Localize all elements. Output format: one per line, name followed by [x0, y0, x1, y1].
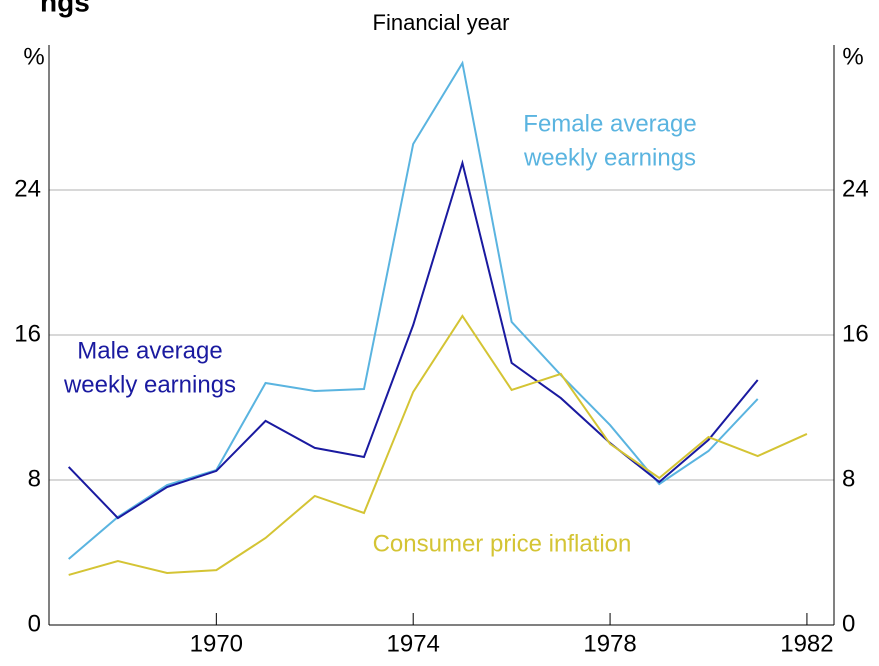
annotation: Male average [77, 337, 222, 364]
y2-axis-label: % [842, 43, 863, 70]
chart-title: ngs [40, 0, 90, 17]
y2-tick-label: 24 [842, 175, 869, 202]
x-tick-label: 1974 [387, 630, 440, 657]
annotation: Female average [523, 110, 696, 137]
y-tick-label: 0 [28, 610, 41, 637]
y2-tick-label: 0 [842, 610, 855, 637]
y-tick-label: 24 [14, 175, 41, 202]
x-tick-label: 1982 [780, 630, 833, 657]
x-tick-label: 1970 [190, 630, 243, 657]
x-tick-label: 1978 [583, 630, 636, 657]
y-tick-label: 16 [14, 320, 41, 347]
series-line [68, 314, 808, 576]
annotation: weekly earnings [523, 144, 696, 171]
series-line [67, 159, 759, 520]
series-line [68, 60, 759, 560]
y-tick-label: 8 [28, 465, 41, 492]
y-axis-label: % [23, 43, 44, 70]
annotation: weekly earnings [63, 371, 236, 398]
annotation: Consumer price inflation [373, 530, 632, 557]
chart-subtitle: Financial year [373, 10, 510, 35]
y2-tick-label: 16 [842, 320, 869, 347]
y2-tick-label: 8 [842, 465, 855, 492]
